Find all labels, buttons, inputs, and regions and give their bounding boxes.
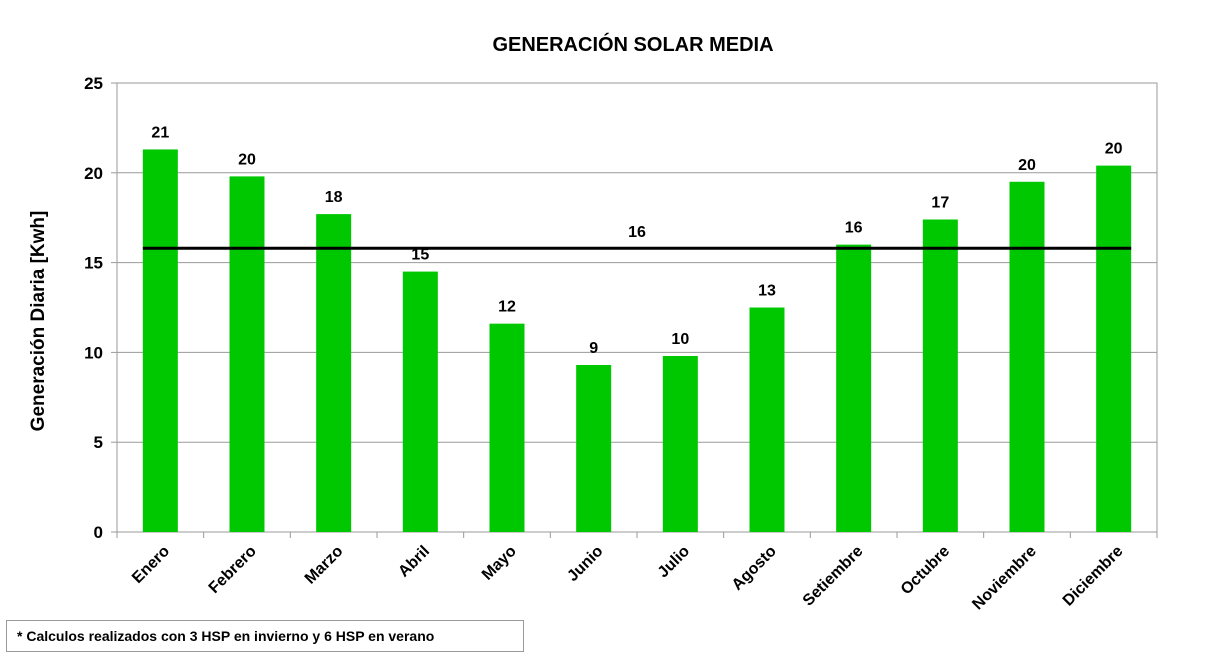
- x-tick-label: Mayo: [479, 543, 520, 584]
- y-tick-label: 0: [94, 523, 103, 542]
- plot-area-border: [116, 82, 1158, 533]
- bar: [229, 176, 265, 532]
- x-tick-label: Setiembre: [800, 543, 867, 610]
- bar: [1009, 181, 1045, 532]
- x-tick-label: Noviembre: [969, 543, 1040, 614]
- data-label: 18: [325, 189, 343, 206]
- bar: [142, 149, 178, 532]
- bar: [662, 355, 698, 532]
- y-tick-label: 15: [84, 254, 103, 273]
- data-label: 17: [931, 194, 949, 211]
- bars: 21 20 18 15 12 9 10 13 16 17 20 20: [142, 124, 1132, 532]
- data-label: 13: [758, 283, 776, 300]
- data-label: 12: [498, 299, 516, 316]
- y-tick-label: 20: [84, 164, 103, 183]
- footnote: * Calculos realizados con 3 HSP en invie…: [6, 620, 524, 652]
- bar: [1096, 165, 1132, 532]
- data-label: 10: [671, 331, 689, 348]
- bar: [489, 323, 525, 532]
- chart-title: GENERACIÓN SOLAR MEDIA: [492, 32, 773, 56]
- y-tick-label: 5: [94, 433, 103, 452]
- bar: [576, 364, 612, 532]
- y-axis-label: Generación Diaria [Kwh]: [28, 211, 49, 432]
- x-tick-label: Julio: [655, 543, 694, 582]
- bar: [316, 214, 352, 532]
- bar: [836, 244, 872, 532]
- x-tick-label: Diciembre: [1060, 543, 1127, 610]
- average-label: 16: [628, 224, 646, 241]
- x-tick-label: Enero: [129, 543, 173, 587]
- data-label: 16: [845, 220, 863, 237]
- y-axis: 0 5 10 15 20 25: [84, 74, 117, 542]
- grid: [117, 172, 1157, 443]
- data-label: 21: [151, 124, 169, 141]
- x-tick-label: Octubre: [898, 543, 953, 598]
- x-tick-label: Marzo: [302, 543, 347, 588]
- y-tick-label: 10: [84, 343, 103, 362]
- y-tick-label: 25: [84, 74, 103, 93]
- x-tick-label: Febrero: [206, 543, 260, 597]
- data-label: 15: [411, 247, 429, 264]
- data-label: 20: [238, 151, 256, 168]
- x-tick-label: Junio: [564, 543, 606, 585]
- x-axis: Enero Febrero Marzo Abril Mayo Junio Julio Agos…: [116, 532, 1158, 614]
- data-label: 9: [589, 340, 598, 357]
- x-tick-label: Abril: [395, 543, 433, 581]
- x-tick-label: Agosto: [729, 543, 780, 594]
- data-label: 20: [1018, 157, 1036, 174]
- average-line-group: 16: [142, 224, 1132, 250]
- bar: [402, 271, 438, 532]
- bar: [922, 219, 958, 532]
- bar: [749, 307, 785, 532]
- data-label: 20: [1105, 141, 1123, 158]
